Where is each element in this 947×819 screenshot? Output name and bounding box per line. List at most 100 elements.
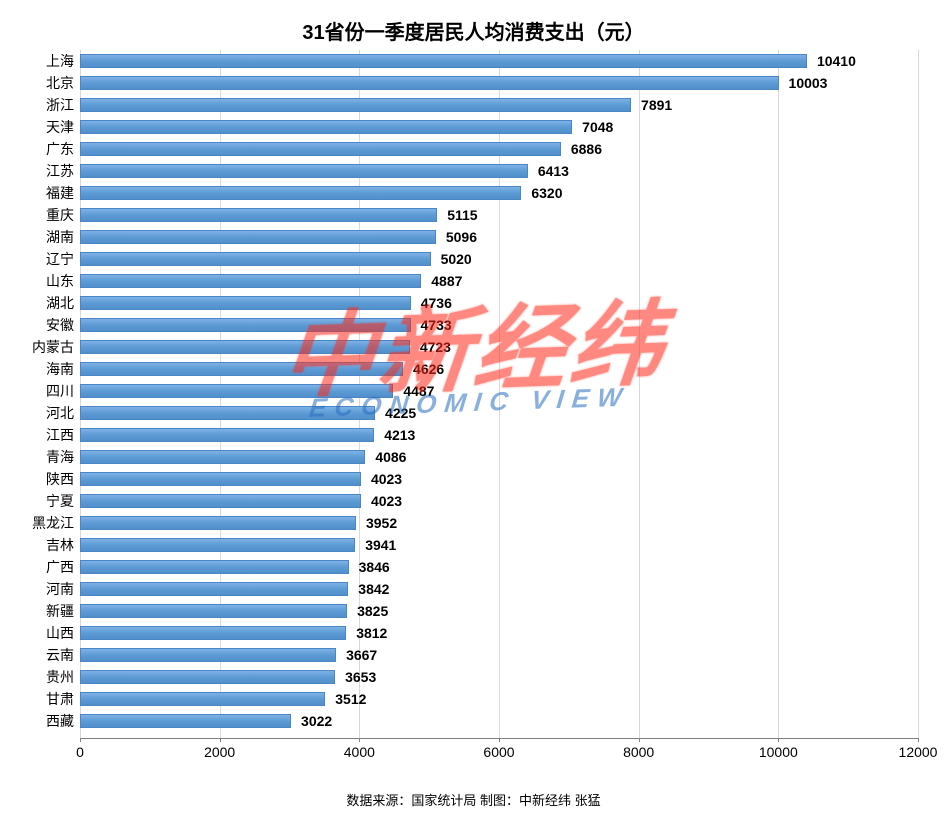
bar-value-label: 3653 bbox=[345, 666, 376, 688]
bar bbox=[80, 230, 436, 244]
bar bbox=[80, 296, 411, 310]
category-label: 北京 bbox=[46, 72, 80, 94]
category-label: 重庆 bbox=[46, 204, 80, 226]
source-caption: 数据来源：国家统计局 制图：中新经纬 张猛 bbox=[0, 790, 947, 809]
xtick-mark bbox=[359, 738, 360, 742]
bar-value-label: 5096 bbox=[446, 226, 477, 248]
xtick-label: 2000 bbox=[204, 744, 235, 760]
bar-row: 安徽4733 bbox=[80, 314, 918, 336]
bar bbox=[80, 318, 411, 332]
category-label: 贵州 bbox=[46, 666, 80, 688]
bar bbox=[80, 714, 291, 728]
category-label: 江西 bbox=[46, 424, 80, 446]
bar bbox=[80, 670, 335, 684]
category-label: 河南 bbox=[46, 578, 80, 600]
bar-value-label: 10003 bbox=[789, 72, 828, 94]
bar-value-label: 3941 bbox=[365, 534, 396, 556]
category-label: 上海 bbox=[46, 50, 80, 72]
bar-row: 四川4487 bbox=[80, 380, 918, 402]
bar-row: 甘肃3512 bbox=[80, 688, 918, 710]
category-label: 广东 bbox=[46, 138, 80, 160]
bar-row: 广西3846 bbox=[80, 556, 918, 578]
category-label: 新疆 bbox=[46, 600, 80, 622]
bar-value-label: 10410 bbox=[817, 50, 856, 72]
bar-row: 陕西4023 bbox=[80, 468, 918, 490]
bar bbox=[80, 208, 437, 222]
bar bbox=[80, 516, 356, 530]
bar bbox=[80, 648, 336, 662]
bar bbox=[80, 98, 631, 112]
xtick-label: 0 bbox=[76, 744, 84, 760]
bar-value-label: 6320 bbox=[531, 182, 562, 204]
bar-value-label: 4086 bbox=[375, 446, 406, 468]
bar bbox=[80, 450, 365, 464]
xtick-mark bbox=[778, 738, 779, 742]
bar bbox=[80, 76, 779, 90]
chart-title: 31省份一季度居民人均消费支出（元） bbox=[0, 16, 947, 45]
bar-value-label: 7891 bbox=[641, 94, 672, 116]
category-label: 辽宁 bbox=[46, 248, 80, 270]
bar-row: 河北4225 bbox=[80, 402, 918, 424]
bar-row: 湖南5096 bbox=[80, 226, 918, 248]
bar-row: 浙江7891 bbox=[80, 94, 918, 116]
xtick-mark bbox=[80, 738, 81, 742]
bar-row: 广东6886 bbox=[80, 138, 918, 160]
xtick-mark bbox=[499, 738, 500, 742]
category-label: 山东 bbox=[46, 270, 80, 292]
bar bbox=[80, 604, 347, 618]
bar-row: 河南3842 bbox=[80, 578, 918, 600]
bar-value-label: 3846 bbox=[359, 556, 390, 578]
bar bbox=[80, 428, 374, 442]
bar-value-label: 4023 bbox=[371, 490, 402, 512]
category-label: 安徽 bbox=[46, 314, 80, 336]
bar bbox=[80, 472, 361, 486]
bar-row: 贵州3653 bbox=[80, 666, 918, 688]
bar bbox=[80, 560, 349, 574]
bar bbox=[80, 340, 410, 354]
bar-row: 福建6320 bbox=[80, 182, 918, 204]
bar bbox=[80, 186, 521, 200]
bar-value-label: 3667 bbox=[346, 644, 377, 666]
category-label: 海南 bbox=[46, 358, 80, 380]
category-label: 黑龙江 bbox=[32, 512, 80, 534]
bar-row: 重庆5115 bbox=[80, 204, 918, 226]
bar-row: 天津7048 bbox=[80, 116, 918, 138]
xtick-label: 8000 bbox=[623, 744, 654, 760]
bar-value-label: 7048 bbox=[582, 116, 613, 138]
bar bbox=[80, 406, 375, 420]
bar-value-label: 3022 bbox=[301, 710, 332, 732]
xtick-mark bbox=[918, 738, 919, 742]
bar-value-label: 5115 bbox=[447, 204, 477, 226]
bar-row: 山西3812 bbox=[80, 622, 918, 644]
bar-row: 北京10003 bbox=[80, 72, 918, 94]
category-label: 西藏 bbox=[46, 710, 80, 732]
bar-value-label: 4023 bbox=[371, 468, 402, 490]
category-label: 湖北 bbox=[46, 292, 80, 314]
bar bbox=[80, 384, 393, 398]
category-label: 广西 bbox=[46, 556, 80, 578]
category-label: 云南 bbox=[46, 644, 80, 666]
bar-value-label: 5020 bbox=[441, 248, 472, 270]
bar bbox=[80, 582, 348, 596]
bar bbox=[80, 274, 421, 288]
category-label: 湖南 bbox=[46, 226, 80, 248]
bar-value-label: 4733 bbox=[421, 314, 452, 336]
bar bbox=[80, 538, 355, 552]
category-label: 山西 bbox=[46, 622, 80, 644]
bar-value-label: 6886 bbox=[571, 138, 602, 160]
bar bbox=[80, 626, 346, 640]
bar-value-label: 4723 bbox=[420, 336, 451, 358]
bar bbox=[80, 692, 325, 706]
bar-row: 新疆3825 bbox=[80, 600, 918, 622]
bar-row: 黑龙江3952 bbox=[80, 512, 918, 534]
chart-container: 31省份一季度居民人均消费支出（元） 020004000600080001000… bbox=[0, 0, 947, 819]
bar-value-label: 3842 bbox=[358, 578, 389, 600]
xtick-mark bbox=[220, 738, 221, 742]
category-label: 浙江 bbox=[46, 94, 80, 116]
category-label: 江苏 bbox=[46, 160, 80, 182]
category-label: 陕西 bbox=[46, 468, 80, 490]
bar bbox=[80, 54, 807, 68]
bar-row: 青海4086 bbox=[80, 446, 918, 468]
bar-row: 宁夏4023 bbox=[80, 490, 918, 512]
bar-value-label: 4225 bbox=[385, 402, 416, 424]
